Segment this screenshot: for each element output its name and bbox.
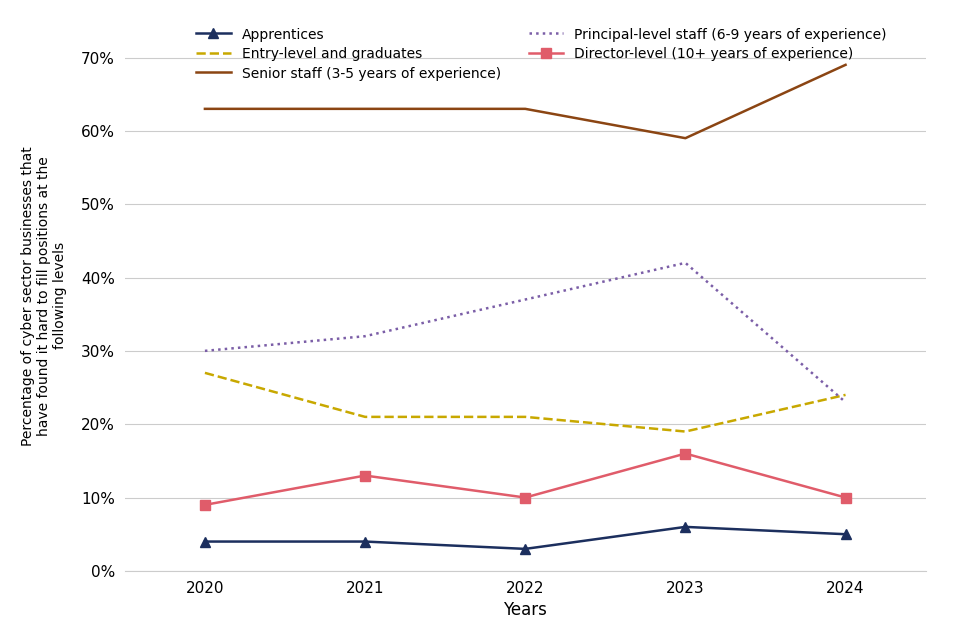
Y-axis label: Percentage of cyber sector businesses that
have found it hard to fill positions : Percentage of cyber sector businesses th… [21, 146, 67, 445]
Legend: Apprentices, Entry-level and graduates, Senior staff (3-5 years of experience), : Apprentices, Entry-level and graduates, … [196, 28, 887, 81]
X-axis label: Years: Years [503, 601, 547, 619]
